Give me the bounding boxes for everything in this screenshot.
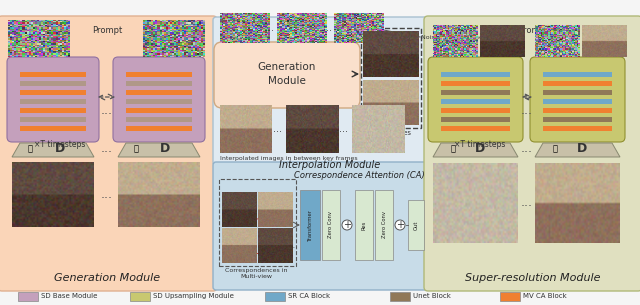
Bar (126, 117, 192, 122)
Bar (20, 108, 86, 113)
Text: 🔒: 🔒 (134, 145, 138, 153)
FancyBboxPatch shape (530, 57, 625, 142)
Bar (500, 292, 520, 301)
Bar (441, 72, 510, 77)
FancyBboxPatch shape (7, 57, 99, 142)
FancyBboxPatch shape (113, 57, 205, 142)
Bar (20, 81, 86, 86)
Text: ...: ... (101, 103, 113, 117)
Bar (543, 117, 612, 122)
Bar (130, 292, 150, 301)
Bar (20, 117, 86, 122)
Text: +: + (343, 220, 351, 230)
Bar (408, 200, 424, 250)
Text: ...: ... (101, 188, 113, 202)
Text: Noise for key frames: Noise for key frames (421, 34, 486, 40)
Text: Interpolated images in between key frames: Interpolated images in between key frame… (220, 156, 358, 161)
Polygon shape (535, 143, 620, 157)
Bar (441, 81, 510, 86)
Text: ...: ... (521, 103, 533, 117)
Text: SD Base Module: SD Base Module (41, 293, 97, 299)
Bar (20, 90, 86, 95)
Text: Correspondences in
Multi-view: Correspondences in Multi-view (225, 268, 287, 279)
Bar (126, 126, 192, 131)
Polygon shape (118, 143, 200, 157)
Bar (543, 90, 612, 95)
Text: D: D (160, 142, 170, 156)
Bar (441, 108, 510, 113)
Text: Transformer: Transformer (307, 209, 312, 241)
Bar (543, 108, 612, 113)
Text: D: D (55, 142, 65, 156)
Text: Unet Block: Unet Block (413, 293, 451, 299)
Bar (126, 108, 192, 113)
FancyBboxPatch shape (428, 57, 523, 142)
Text: Generation
Module: Generation Module (258, 62, 316, 86)
Bar (126, 90, 192, 95)
Bar (20, 72, 86, 77)
Text: Out: Out (413, 220, 419, 230)
FancyBboxPatch shape (213, 162, 430, 290)
Bar (441, 99, 510, 104)
Text: 🔒: 🔒 (28, 145, 33, 153)
Text: ...: ... (290, 241, 298, 249)
Bar (126, 81, 192, 86)
Bar (18, 292, 38, 301)
Text: Zero Conv: Zero Conv (381, 211, 387, 239)
Text: MV CA Block: MV CA Block (523, 293, 567, 299)
Text: ...: ... (323, 23, 332, 33)
Text: Key frames: Key frames (371, 130, 410, 136)
Text: ...: ... (339, 124, 348, 134)
Bar (375, 190, 393, 260)
Bar (20, 126, 86, 131)
Bar (441, 126, 510, 131)
Bar (126, 99, 192, 104)
Bar (355, 190, 373, 260)
Text: SD Upsampling Module: SD Upsampling Module (153, 293, 234, 299)
Text: ...: ... (273, 124, 282, 134)
Polygon shape (433, 143, 518, 157)
Text: Generation Module: Generation Module (54, 273, 160, 283)
Text: ...: ... (101, 142, 113, 156)
Bar (441, 117, 510, 122)
Bar (441, 90, 510, 95)
Bar (126, 72, 192, 77)
Text: ...: ... (266, 23, 275, 33)
Bar (265, 292, 285, 301)
FancyBboxPatch shape (424, 16, 640, 291)
Text: Correspondence Attention (CA): Correspondence Attention (CA) (294, 171, 425, 180)
Circle shape (342, 220, 352, 230)
Text: ×T timesteps: ×T timesteps (454, 140, 506, 149)
Bar (543, 126, 612, 131)
Bar (20, 99, 86, 104)
Bar (543, 99, 612, 104)
FancyBboxPatch shape (213, 17, 430, 165)
Text: Interpolation Module: Interpolation Module (279, 160, 380, 170)
Bar (543, 81, 612, 86)
Text: ...: ... (521, 196, 533, 210)
Bar (543, 72, 612, 77)
Bar (322, 190, 340, 260)
Text: 🔒: 🔒 (451, 145, 456, 153)
Text: Zero Conv: Zero Conv (328, 211, 333, 239)
Text: Prompt: Prompt (518, 26, 548, 35)
Text: ...: ... (521, 142, 533, 156)
FancyBboxPatch shape (214, 42, 360, 108)
Text: ×T timesteps: ×T timesteps (35, 140, 86, 149)
FancyBboxPatch shape (0, 16, 217, 291)
Text: Prompt: Prompt (92, 26, 122, 35)
Text: Super-resolution Module: Super-resolution Module (465, 273, 601, 283)
Bar (390, 292, 410, 301)
Polygon shape (12, 143, 94, 157)
Bar (300, 190, 320, 260)
Text: +: + (396, 220, 404, 230)
Text: Res: Res (362, 220, 367, 230)
Circle shape (395, 220, 405, 230)
Text: D: D (475, 142, 485, 156)
Text: 🔒: 🔒 (552, 145, 557, 153)
Text: D: D (577, 142, 587, 156)
Text: SR CA Block: SR CA Block (288, 293, 330, 299)
